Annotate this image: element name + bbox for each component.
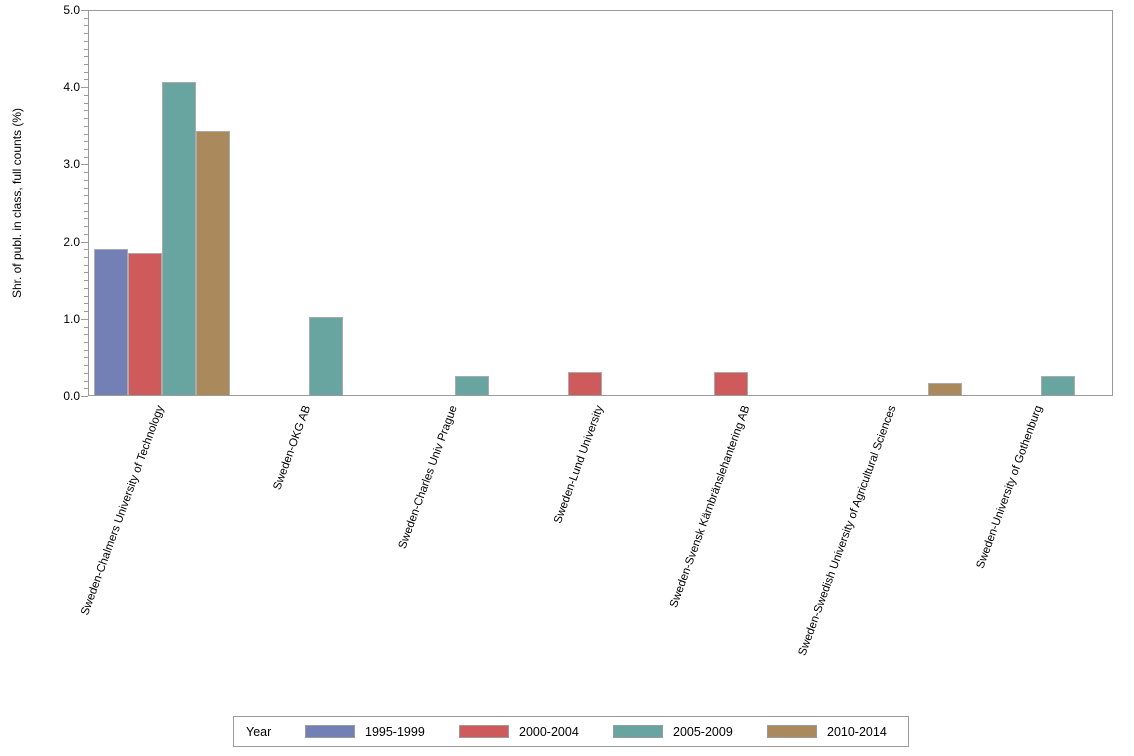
x-category-label: Sweden-Charles Univ Prague <box>396 404 460 551</box>
legend-swatch <box>613 725 663 738</box>
y-minor-tick <box>84 148 88 150</box>
y-minor-tick <box>84 156 88 158</box>
bar <box>928 383 962 395</box>
y-major-tick <box>81 87 88 89</box>
y-minor-tick <box>84 79 88 81</box>
y-minor-tick <box>84 341 88 343</box>
y-minor-tick <box>84 357 88 359</box>
y-minor-tick <box>84 365 88 367</box>
bar <box>1041 375 1075 395</box>
y-minor-tick <box>84 280 88 282</box>
legend-title: Year <box>246 724 272 739</box>
y-minor-tick <box>84 264 88 266</box>
bar <box>196 130 230 395</box>
x-category-label: Sweden-Lund University <box>551 404 606 526</box>
legend-label: 1995-1999 <box>365 724 425 739</box>
y-minor-tick <box>84 233 88 235</box>
y-minor-tick <box>84 172 88 174</box>
y-minor-tick <box>84 380 88 382</box>
legend-label: 2000-2004 <box>519 724 579 739</box>
y-major-tick <box>81 241 88 243</box>
legend-entry: 2010-2014 <box>767 717 887 746</box>
y-tick-label: 2.0 <box>63 234 80 249</box>
bar <box>714 371 748 395</box>
y-minor-tick <box>84 125 88 127</box>
y-major-tick <box>81 10 88 11</box>
y-minor-tick <box>84 141 88 143</box>
y-minor-tick <box>84 48 88 50</box>
bar <box>162 81 196 395</box>
y-minor-tick <box>84 388 88 390</box>
x-category-label: Sweden-University of Gothenburg <box>974 404 1046 571</box>
y-minor-tick <box>84 179 88 181</box>
bar <box>568 371 602 395</box>
y-minor-tick <box>84 40 88 42</box>
y-major-tick <box>81 164 88 166</box>
bar <box>309 317 343 395</box>
legend-entry: 2000-2004 <box>459 717 579 746</box>
y-minor-tick <box>84 64 88 66</box>
y-minor-tick <box>84 203 88 204</box>
plot-area <box>88 10 1113 396</box>
y-minor-tick <box>84 33 88 35</box>
legend-swatch <box>767 725 817 738</box>
y-minor-tick <box>84 133 88 135</box>
y-minor-tick <box>84 226 88 228</box>
legend-label: 2010-2014 <box>827 724 887 739</box>
y-major-tick <box>81 396 88 397</box>
y-minor-tick <box>84 17 88 19</box>
bar <box>455 375 489 395</box>
y-tick-label: 4.0 <box>63 80 80 95</box>
x-category-label: Sweden-Chalmers University of Technology <box>79 404 167 617</box>
x-category-label: Sweden-Svensk Kärnbränslehantering AB <box>667 404 753 610</box>
x-category-label: Sweden-Swedish University of Agricultura… <box>796 404 899 658</box>
y-minor-tick <box>84 71 88 73</box>
y-minor-tick <box>84 218 88 220</box>
legend-entry: 2005-2009 <box>613 717 733 746</box>
y-minor-tick <box>84 372 88 374</box>
x-category-label: Sweden-OKG AB <box>271 404 313 492</box>
y-minor-tick <box>84 257 88 259</box>
y-minor-tick <box>84 56 88 58</box>
y-axis-title: Shr. of publ. in class, full counts (%) <box>10 107 24 299</box>
legend-swatch <box>459 725 509 738</box>
y-minor-tick <box>84 287 88 289</box>
y-tick-label: 1.0 <box>63 311 80 326</box>
y-major-tick <box>81 318 88 320</box>
y-tick-label: 0.0 <box>63 389 80 403</box>
bar <box>128 252 162 395</box>
y-minor-tick <box>84 25 88 27</box>
legend: Year 1995-1999 2000-2004 2005-2009 2010-201… <box>233 716 909 747</box>
legend-entry: 1995-1999 <box>305 717 425 746</box>
y-minor-tick <box>84 334 88 336</box>
y-minor-tick <box>84 102 88 104</box>
y-minor-tick <box>84 326 88 328</box>
y-tick-label: 3.0 <box>63 157 80 172</box>
legend-swatch <box>305 725 355 738</box>
y-minor-tick <box>84 110 88 112</box>
y-minor-tick <box>84 295 88 297</box>
y-minor-tick <box>84 210 88 212</box>
y-tick-label: 5.0 <box>63 3 80 17</box>
y-minor-tick <box>84 249 88 251</box>
y-minor-tick <box>84 349 88 351</box>
y-minor-tick <box>84 303 88 305</box>
y-minor-tick <box>84 118 88 120</box>
legend-label: 2005-2009 <box>673 724 733 739</box>
y-minor-tick <box>84 94 88 96</box>
bar <box>94 249 128 395</box>
y-minor-tick <box>84 187 88 189</box>
y-minor-tick <box>84 195 88 197</box>
y-minor-tick <box>84 311 88 313</box>
y-minor-tick <box>84 272 88 274</box>
